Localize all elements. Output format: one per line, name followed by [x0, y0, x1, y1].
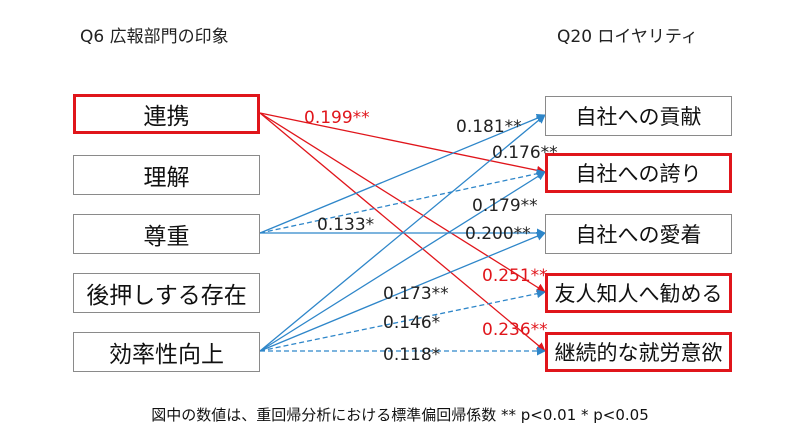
- coef-label-5: 0.200**: [465, 224, 531, 244]
- predictor-box-1: 理解: [73, 155, 260, 195]
- coef-label-2: 0.236**: [482, 320, 548, 340]
- outcome-label-4: 継続的な就労意欲: [554, 341, 723, 365]
- coef-label-1: 0.251**: [482, 266, 548, 286]
- path-arrow-7: [259, 231, 546, 352]
- coef-label-10: 0.173**: [383, 284, 449, 304]
- predictor-box-0: 連携: [73, 94, 260, 134]
- outcome-box-2: 自社への愛着: [545, 214, 732, 254]
- predictor-label-3: 後押しする存在: [86, 283, 247, 309]
- path-arrow-6: [259, 114, 546, 352]
- outcome-label-2: 自社への愛着: [575, 223, 702, 247]
- outcome-box-4: 継続的な就労意欲: [545, 332, 732, 372]
- predictor-label-4: 効率性向上: [109, 342, 224, 368]
- outcome-label-1: 自社への誇り: [575, 162, 702, 186]
- path-arrow-8: [259, 289, 546, 352]
- predictor-label-1: 理解: [143, 165, 190, 191]
- coef-label-9: 0.118*: [383, 345, 441, 365]
- outcome-label-0: 自社への貢献: [575, 105, 702, 129]
- outcome-box-1: 自社への誇り: [545, 153, 732, 193]
- predictor-label-0: 連携: [143, 104, 190, 130]
- path-arrow-2: [259, 112, 546, 352]
- path-arrow-0: [259, 112, 546, 175]
- path-arrow-4: [259, 169, 546, 234]
- outcome-box-0: 自社への貢献: [545, 96, 732, 136]
- path-arrow-10: [259, 171, 546, 352]
- predictor-header: Q6 広報部門の印象: [80, 27, 229, 47]
- footnote: 図中の数値は、重回帰分析における標準偏回帰係数 ** p<0.01 * p<0.…: [151, 406, 649, 424]
- predictor-label-2: 尊重: [143, 224, 190, 250]
- predictor-box-2: 尊重: [73, 214, 260, 254]
- outcome-header: Q20 ロイヤリティ: [557, 27, 698, 47]
- outcome-label-3: 友人知人へ勧める: [554, 282, 723, 306]
- predictor-box-4: 効率性向上: [73, 332, 260, 372]
- coef-label-0: 0.199**: [304, 108, 370, 128]
- predictor-box-3: 後押しする存在: [73, 273, 260, 313]
- coef-label-6: 0.176**: [492, 143, 558, 163]
- coef-label-3: 0.181**: [456, 117, 522, 137]
- coef-label-4: 0.133*: [317, 215, 375, 235]
- path-arrow-3: [259, 113, 546, 234]
- outcome-box-3: 友人知人へ勧める: [545, 273, 732, 313]
- coef-label-7: 0.179**: [472, 196, 538, 216]
- coef-label-8: 0.146*: [383, 313, 441, 333]
